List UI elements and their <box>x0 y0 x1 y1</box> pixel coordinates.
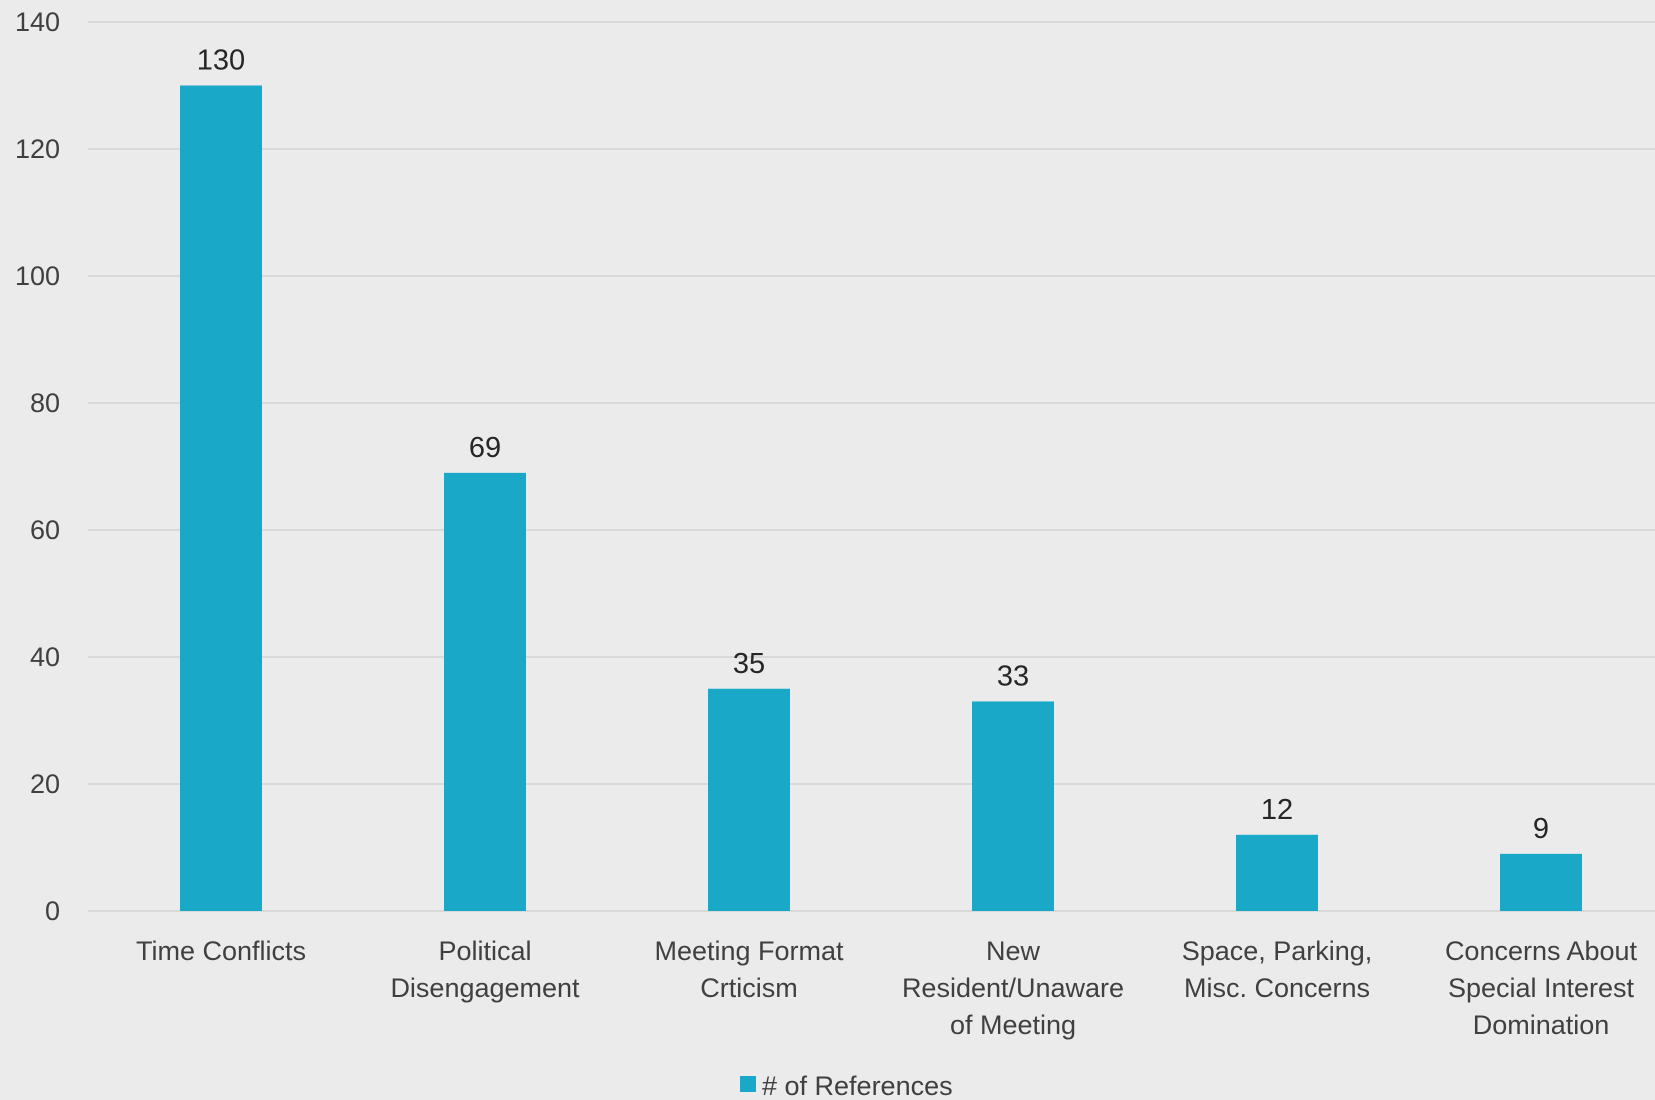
bar[interactable] <box>1236 834 1318 911</box>
x-axis-category-labels: Time Conflicts Political Disengagement Meet… <box>136 936 1638 1040</box>
data-labels: 130 69 35 33 12 9 <box>197 45 1549 845</box>
data-label: 130 <box>197 45 245 77</box>
y-tick-label: 120 <box>15 134 60 164</box>
x-tick-label: Concerns About Special Interest Domination <box>1445 936 1638 1040</box>
bar[interactable] <box>972 701 1054 911</box>
bar[interactable] <box>1500 853 1582 911</box>
data-label: 9 <box>1533 813 1549 845</box>
y-tick-label: 100 <box>15 261 60 291</box>
legend[interactable]: # of References <box>740 1071 953 1100</box>
x-tick-label: New Resident/Unaware of Meeting <box>902 936 1124 1040</box>
y-tick-label: 40 <box>30 642 60 672</box>
data-label: 33 <box>997 660 1029 692</box>
bar[interactable] <box>708 688 790 911</box>
x-tick-label: Time Conflicts <box>136 936 306 966</box>
y-tick-label: 140 <box>15 7 60 37</box>
data-label: 12 <box>1261 794 1293 826</box>
y-tick-label: 0 <box>45 896 60 926</box>
x-tick-label: Meeting Format Crticism <box>654 936 844 1003</box>
bars <box>180 85 1582 912</box>
bar[interactable] <box>180 85 262 912</box>
legend-label: # of References <box>762 1071 953 1100</box>
x-tick-label: Political Disengagement <box>390 936 580 1003</box>
y-tick-label: 60 <box>30 515 60 545</box>
x-tick-label: Space, Parking, Misc. Concerns <box>1182 936 1373 1003</box>
data-label: 69 <box>469 432 501 464</box>
y-axis-tick-labels: 0 20 40 60 80 100 120 140 <box>15 7 60 926</box>
y-tick-label: 20 <box>30 769 60 799</box>
data-label: 35 <box>733 648 765 680</box>
y-tick-label: 80 <box>30 388 60 418</box>
legend-swatch <box>740 1076 756 1092</box>
bar[interactable] <box>444 472 526 911</box>
gridlines <box>88 21 1655 912</box>
